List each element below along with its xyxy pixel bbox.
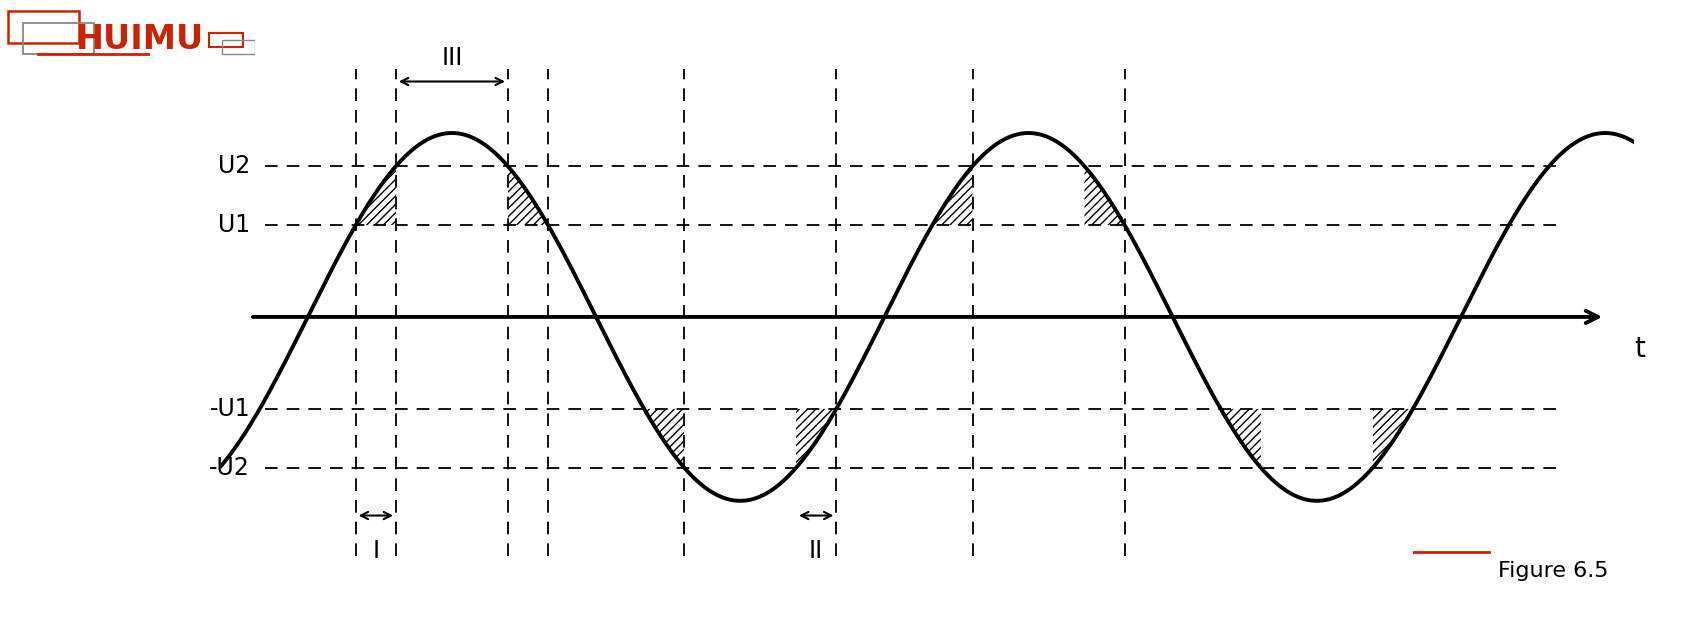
Text: HUIMU: HUIMU [77,23,204,56]
Bar [209,33,243,48]
Text: U1: U1 [218,213,250,237]
Text: Figure 6.5: Figure 6.5 [1498,561,1608,582]
Text: II: II [808,539,824,563]
Text: III: III [441,46,463,70]
Text: -U1: -U1 [209,397,250,421]
Bar [221,40,255,54]
Bar [24,23,95,54]
Text: I: I [373,539,380,563]
Text: -U2: -U2 [209,456,250,480]
Bar [7,11,78,43]
Text: U2: U2 [218,154,250,178]
Text: t: t [1634,335,1644,364]
